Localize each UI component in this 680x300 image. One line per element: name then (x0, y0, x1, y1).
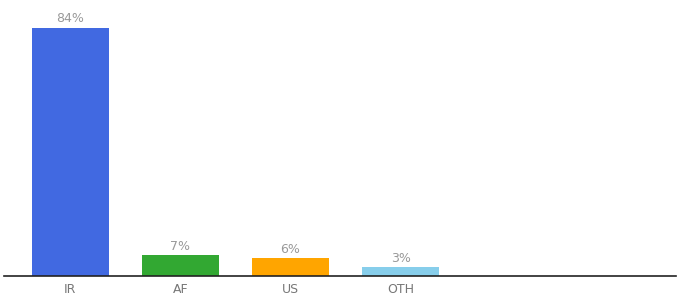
Bar (252, 258, 329, 276)
Bar (32, 28, 109, 276)
Text: 6%: 6% (281, 243, 301, 256)
Text: 7%: 7% (171, 240, 190, 253)
Bar (142, 255, 219, 276)
Text: 3%: 3% (390, 252, 411, 265)
Text: 84%: 84% (56, 12, 84, 26)
Bar (362, 267, 439, 276)
